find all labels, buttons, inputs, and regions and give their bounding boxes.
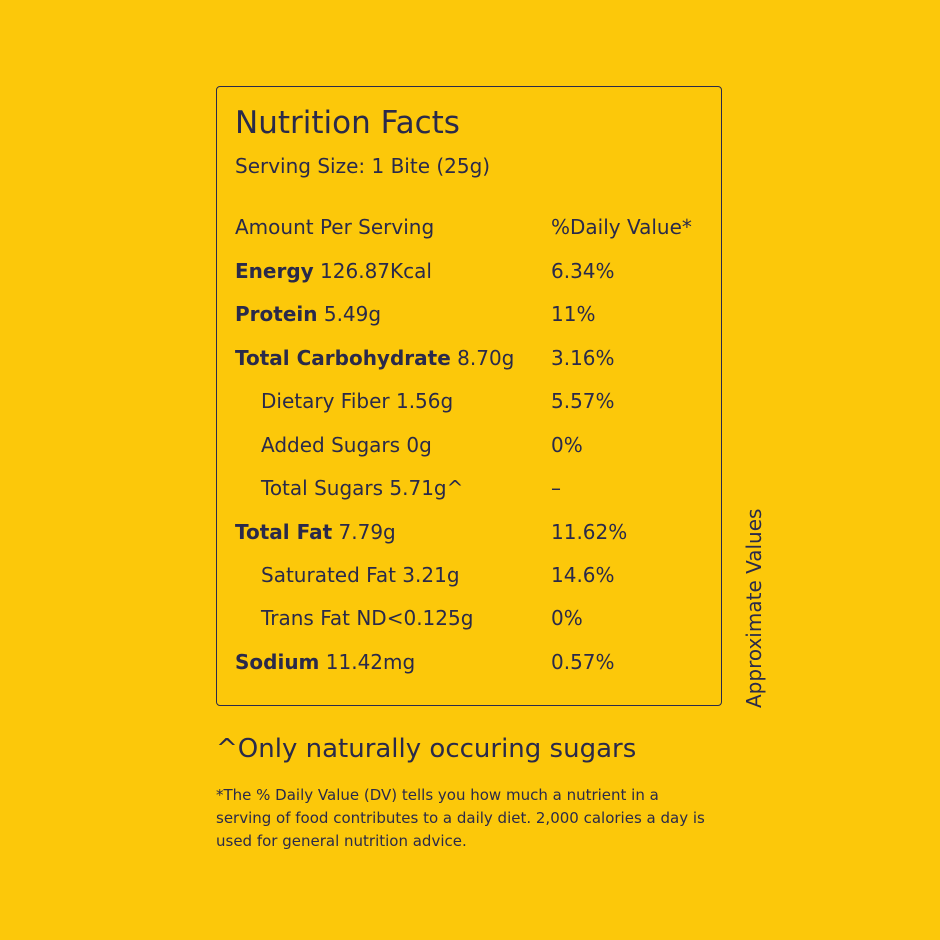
- nutrient-label: Added Sugars: [261, 433, 401, 457]
- nutrient-row-added-sugars: Added Sugars 0g 0%: [235, 433, 705, 463]
- nutrient-row-trans-fat: Trans Fat ND<0.125g 0%: [235, 606, 705, 636]
- nutrient-amount: ND<0.125g: [356, 606, 474, 630]
- header-row: Amount Per Serving %Daily Value*: [235, 215, 705, 245]
- nutrient-label: Total Fat: [235, 520, 333, 544]
- nutrient-row-energy: Energy 126.87Kcal 6.34%: [235, 259, 705, 289]
- nutrient-row-total-carbohydrate: Total Carbohydrate 8.70g 3.16%: [235, 346, 705, 376]
- nutrient-dv: –: [551, 476, 561, 500]
- nutrient-amount: 3.21g: [402, 563, 460, 587]
- nutrient-label: Total Carbohydrate: [235, 346, 451, 370]
- nutrient-amount: 11.42mg: [325, 650, 416, 674]
- nutrient-dv: 0%: [551, 433, 583, 457]
- nutrient-amount: 8.70g: [457, 346, 515, 370]
- daily-value-footnote: *The % Daily Value (DV) tells you how mu…: [216, 786, 705, 850]
- nutrient-amount: 1.56g: [395, 389, 454, 413]
- nutrient-label: Saturated Fat: [261, 563, 396, 587]
- nutrient-label: Energy: [235, 259, 314, 283]
- nutrient-dv: 11%: [551, 302, 596, 326]
- serving-size: Serving Size: 1 Bite (25g): [235, 154, 491, 178]
- nutrient-row-total-fat: Total Fat 7.79g 11.62%: [235, 520, 705, 550]
- nutrient-label: Trans Fat: [261, 606, 350, 630]
- nutrient-dv: 6.34%: [551, 259, 615, 283]
- panel-title: Nutrition Facts: [235, 105, 460, 141]
- nutrient-label: Dietary Fiber: [261, 389, 390, 413]
- nutrition-facts-panel: Nutrition Facts Serving Size: 1 Bite (25…: [216, 86, 722, 706]
- nutrient-dv: 0%: [551, 606, 583, 630]
- nutrient-dv: 14.6%: [551, 563, 615, 587]
- nutrient-dv: 11.62%: [551, 520, 628, 544]
- nutrient-row-total-sugars: Total Sugars 5.71g^ –: [235, 476, 705, 506]
- nutrient-dv: 5.57%: [551, 389, 615, 413]
- approximate-values-label: Approximate Values: [742, 508, 766, 708]
- daily-value-header: %Daily Value*: [551, 215, 692, 239]
- nutrient-row-sodium: Sodium 11.42mg 0.57%: [235, 650, 705, 680]
- nutrient-dv: 3.16%: [551, 346, 615, 370]
- sugars-footnote: ^Only naturally occuring sugars: [216, 734, 637, 764]
- nutrient-amount: 5.71g^: [389, 476, 464, 500]
- amount-header: Amount Per Serving: [235, 215, 435, 239]
- nutrient-label: Sodium: [235, 650, 320, 674]
- nutrient-amount: 5.49g: [323, 302, 382, 326]
- nutrient-dv: 0.57%: [551, 650, 615, 674]
- nutrient-amount: 7.79g: [338, 520, 396, 544]
- nutrient-amount: 0g: [406, 433, 432, 457]
- nutrient-label: Protein: [235, 302, 318, 326]
- nutrient-row-dietary-fiber: Dietary Fiber 1.56g 5.57%: [235, 389, 705, 419]
- nutrient-row-saturated-fat: Saturated Fat 3.21g 14.6%: [235, 563, 705, 593]
- nutrient-amount: 126.87Kcal: [320, 259, 432, 283]
- nutrient-row-protein: Protein 5.49g 11%: [235, 302, 705, 332]
- nutrient-label: Total Sugars: [261, 476, 384, 500]
